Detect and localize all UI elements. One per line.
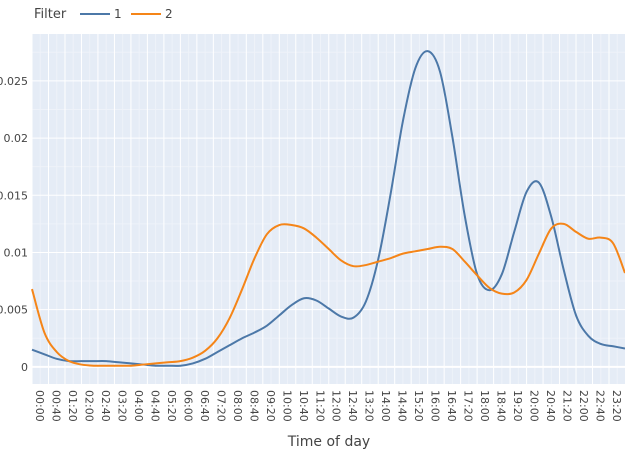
x-tick-label: 10:40 xyxy=(297,390,310,422)
x-axis-ticks: 00:00 00:40 01:20 02:00 02:40 03:20 04:00 04:40… xyxy=(33,390,623,422)
x-tick-label: 12:40 xyxy=(346,390,359,422)
y-tick-label: 0.005 xyxy=(0,304,28,317)
x-tick-label: 09:20 xyxy=(264,390,277,422)
x-tick-label: 10:00 xyxy=(280,390,293,422)
x-tick-label: 14:40 xyxy=(396,390,409,422)
grid xyxy=(31,34,625,384)
x-tick-label: 23:20 xyxy=(610,390,623,422)
x-tick-label: 16:40 xyxy=(445,390,458,422)
y-tick-label: 0.01 xyxy=(4,246,29,259)
legend-item-1[interactable]: 1 xyxy=(80,7,122,21)
x-tick-label: 21:20 xyxy=(561,390,574,422)
x-tick-label: 02:00 xyxy=(82,390,95,422)
x-tick-label: 20:40 xyxy=(544,390,557,422)
x-tick-label: 07:20 xyxy=(214,390,227,422)
x-tick-label: 06:00 xyxy=(181,390,194,422)
series-lines xyxy=(31,50,625,367)
y-tick-label: 0.025 xyxy=(0,75,28,88)
x-tick-label: 08:40 xyxy=(247,390,260,422)
x-axis-title: Time of day xyxy=(287,434,370,450)
x-tick-label: 22:40 xyxy=(594,390,607,422)
legend-title: Filter xyxy=(34,7,67,22)
x-tick-label: 13:20 xyxy=(363,390,376,422)
x-tick-label: 04:40 xyxy=(148,390,161,422)
x-tick-label: 00:40 xyxy=(49,390,62,422)
x-tick-label: 08:00 xyxy=(231,390,244,422)
x-tick-label: 14:00 xyxy=(379,390,392,422)
x-tick-label: 18:00 xyxy=(478,390,491,422)
x-tick-label: 00:00 xyxy=(33,390,46,422)
x-tick-label: 05:20 xyxy=(165,390,178,422)
x-tick-label: 06:40 xyxy=(198,390,211,422)
y-axis-ticks: 0 0.005 0.01 0.015 0.02 0.025 xyxy=(0,75,28,374)
legend-item-2[interactable]: 2 xyxy=(131,7,173,21)
x-tick-label: 22:00 xyxy=(577,390,590,422)
y-tick-label: 0 xyxy=(21,361,28,374)
x-tick-label: 15:20 xyxy=(412,390,425,422)
series-line-1[interactable] xyxy=(31,50,625,367)
x-tick-label: 11:20 xyxy=(313,390,326,422)
x-tick-label: 18:40 xyxy=(495,390,508,422)
x-tick-label: 02:40 xyxy=(99,390,112,422)
x-tick-label: 01:20 xyxy=(66,390,79,422)
x-tick-label: 16:00 xyxy=(429,390,442,422)
legend-label: 1 xyxy=(114,7,122,21)
legend-label: 2 xyxy=(165,7,173,21)
x-tick-label: 17:20 xyxy=(462,390,475,422)
x-tick-label: 03:20 xyxy=(115,390,128,422)
y-tick-label: 0.015 xyxy=(0,189,28,202)
x-tick-label: 20:00 xyxy=(528,390,541,422)
y-tick-label: 0.02 xyxy=(4,132,29,145)
x-tick-label: 12:00 xyxy=(330,390,343,422)
x-tick-label: 04:00 xyxy=(132,390,145,422)
series-line-2[interactable] xyxy=(31,222,625,367)
x-tick-label: 19:20 xyxy=(511,390,524,422)
